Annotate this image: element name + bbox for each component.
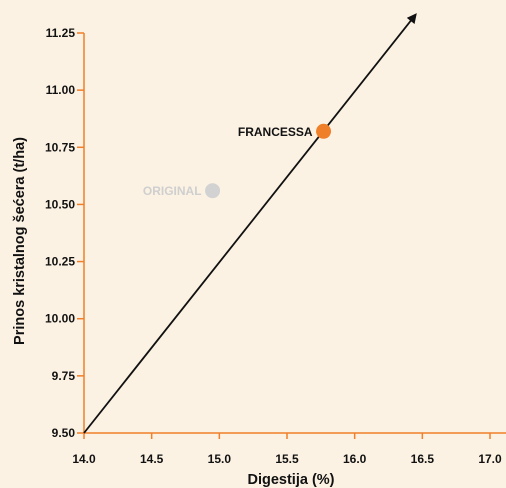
x-tick-label: 14.0 xyxy=(72,452,96,466)
y-axis-title: Prinos kristalnog šećera (t/ha) xyxy=(12,137,28,345)
x-tick-label: 15.5 xyxy=(275,452,299,466)
trend-arrow xyxy=(83,13,417,434)
point-label: FRANCESSA xyxy=(238,125,313,139)
data-points: FRANCESSA ORIGINAL xyxy=(143,123,332,199)
y-tick-label: 10.00 xyxy=(45,312,75,326)
x-tick-label: 17.0 xyxy=(478,452,502,466)
x-tick-label: 16.0 xyxy=(343,452,367,466)
y-tick-label: 11.00 xyxy=(46,83,76,97)
y-tick-label: 9.75 xyxy=(52,369,76,383)
y-tick-label: 9.50 xyxy=(52,426,76,440)
y-tick-label: 10.75 xyxy=(45,140,75,154)
y-tick-label: 10.50 xyxy=(45,197,75,211)
x-tick-label: 15.0 xyxy=(208,452,232,466)
y-tick-label: 10.25 xyxy=(45,255,75,269)
data-point-francessa xyxy=(316,123,332,139)
x-tick-label: 16.5 xyxy=(411,452,435,466)
trend-arrow-group xyxy=(83,13,417,434)
data-point-original xyxy=(205,183,221,199)
point-label: ORIGINAL xyxy=(143,184,202,198)
x-tick-label: 14.5 xyxy=(140,452,164,466)
x-axis-title: Digestija (%) xyxy=(247,472,334,488)
y-tick-label: 11.25 xyxy=(46,26,76,40)
x-axis: 14.0 14.5 15.0 15.5 16.0 16.5 17.0 xyxy=(72,432,506,466)
y-axis: 9.50 9.75 10.00 10.25 10.50 10.75 11.00 11.25 xyxy=(45,26,85,440)
